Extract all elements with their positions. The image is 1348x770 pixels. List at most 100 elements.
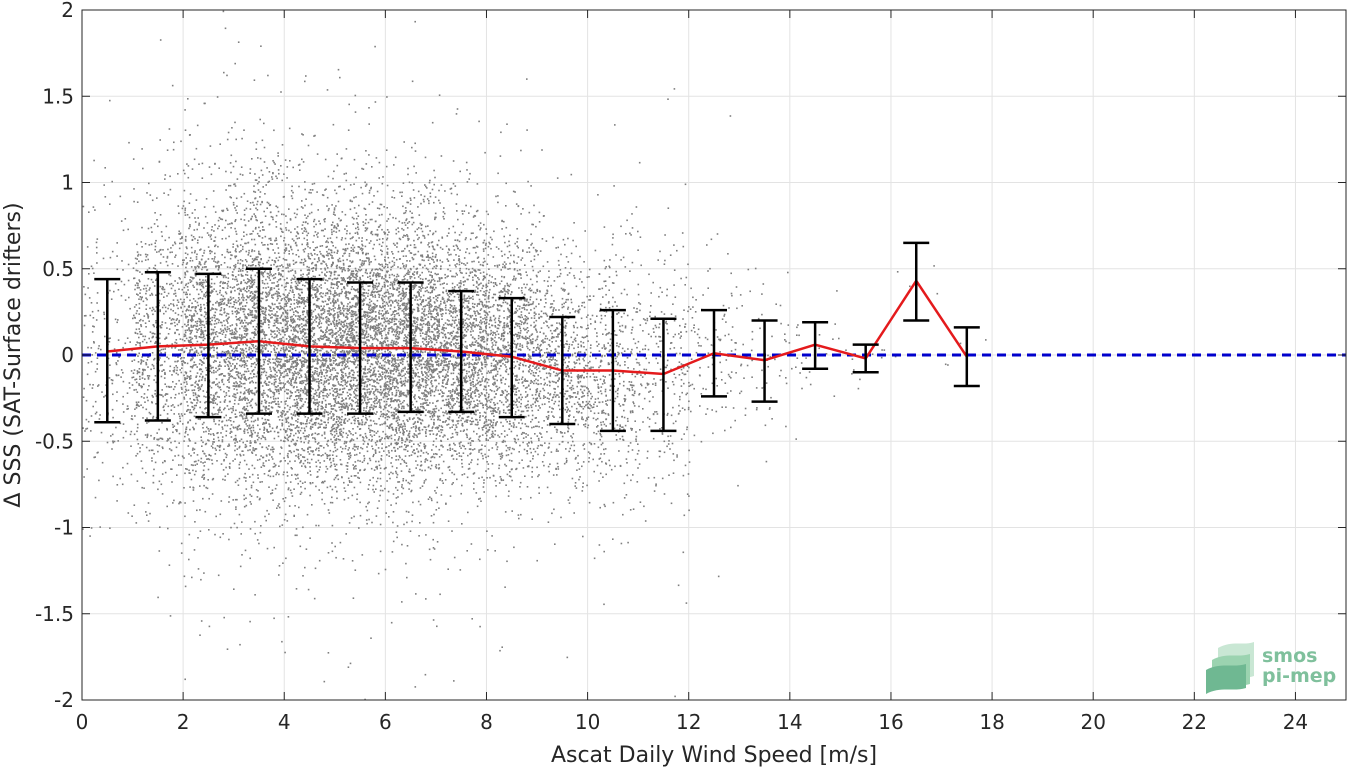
scatter-point xyxy=(205,266,207,268)
scatter-point xyxy=(204,477,206,479)
scatter-point xyxy=(270,334,272,336)
scatter-point xyxy=(151,231,153,233)
scatter-point xyxy=(257,474,259,476)
scatter-point xyxy=(228,387,230,389)
scatter-point xyxy=(252,264,254,266)
scatter-point xyxy=(244,214,246,216)
scatter-point xyxy=(96,252,98,254)
scatter-point xyxy=(136,244,138,246)
scatter-point xyxy=(280,279,282,281)
scatter-point xyxy=(221,356,223,358)
scatter-point xyxy=(222,426,224,428)
scatter-point xyxy=(186,381,188,383)
scatter-point xyxy=(211,290,213,292)
scatter-point xyxy=(247,278,249,280)
scatter-point xyxy=(229,363,231,365)
scatter-point xyxy=(214,315,216,317)
scatter-point xyxy=(279,338,281,340)
scatter-point xyxy=(174,290,176,292)
scatter-point xyxy=(232,246,234,248)
scatter-point xyxy=(282,319,284,321)
scatter-point xyxy=(271,313,273,315)
scatter-point xyxy=(215,448,217,450)
scatter-point xyxy=(262,292,264,294)
scatter-point xyxy=(192,349,194,351)
scatter-point xyxy=(167,149,169,151)
scatter-point xyxy=(217,294,219,296)
scatter-point xyxy=(245,477,247,479)
scatter-point xyxy=(220,432,222,434)
scatter-point xyxy=(190,276,192,278)
scatter-point xyxy=(270,476,272,478)
scatter-point xyxy=(93,341,95,343)
scatter-point xyxy=(230,303,232,305)
scatter-point xyxy=(234,331,236,333)
scatter-point xyxy=(251,158,253,160)
scatter-point xyxy=(235,251,237,253)
scatter-point xyxy=(249,621,251,623)
scatter-point xyxy=(272,173,274,175)
scatter-point xyxy=(284,259,286,261)
scatter-point xyxy=(282,313,284,315)
scatter-point xyxy=(265,439,267,441)
scatter-point xyxy=(243,336,245,338)
scatter-point xyxy=(181,367,183,369)
scatter-point xyxy=(204,380,206,382)
scatter-point xyxy=(227,285,229,287)
scatter-point xyxy=(251,487,253,489)
scatter-point xyxy=(260,222,262,224)
scatter-point xyxy=(199,346,201,348)
scatter-point xyxy=(262,186,264,188)
scatter-point xyxy=(109,203,111,205)
scatter-point xyxy=(160,365,162,367)
scatter-point xyxy=(136,270,138,272)
scatter-point xyxy=(231,424,233,426)
scatter-point xyxy=(240,250,242,252)
scatter-point xyxy=(236,527,238,529)
scatter-point xyxy=(238,312,240,314)
scatter-point xyxy=(116,255,118,257)
scatter-point xyxy=(185,428,187,430)
scatter-point xyxy=(258,181,260,183)
scatter-point xyxy=(246,390,248,392)
scatter-point xyxy=(279,507,281,509)
scatter-point xyxy=(248,254,250,256)
scatter-point xyxy=(165,472,167,474)
scatter-point xyxy=(147,435,149,437)
scatter-point xyxy=(112,417,114,419)
scatter-point xyxy=(235,508,237,510)
scatter-point xyxy=(213,382,215,384)
scatter-point xyxy=(270,431,272,433)
scatter-point xyxy=(201,445,203,447)
scatter-point xyxy=(269,257,271,259)
scatter-point xyxy=(159,139,161,141)
scatter-point xyxy=(136,407,138,409)
scatter-point xyxy=(277,398,279,400)
scatter-point xyxy=(133,267,135,269)
scatter-point xyxy=(210,394,212,396)
scatter-point xyxy=(226,305,228,307)
scatter-point xyxy=(223,375,225,377)
scatter-point xyxy=(203,287,205,289)
scatter-point xyxy=(213,398,215,400)
scatter-point xyxy=(213,419,215,421)
scatter-point xyxy=(134,369,136,371)
scatter-point xyxy=(194,474,196,476)
scatter-point xyxy=(252,399,254,401)
scatter-point xyxy=(264,271,266,273)
scatter-point xyxy=(183,292,185,294)
scatter-point xyxy=(282,144,284,146)
scatter-point xyxy=(215,423,217,425)
scatter-point xyxy=(179,418,181,420)
scatter-point xyxy=(152,396,154,398)
scatter-point xyxy=(204,311,206,313)
scatter-point xyxy=(242,260,244,262)
scatter-point xyxy=(248,314,250,316)
scatter-point xyxy=(165,352,167,354)
scatter-point xyxy=(283,349,285,351)
scatter-point xyxy=(194,386,196,388)
scatter-point xyxy=(216,378,218,380)
scatter-point xyxy=(183,262,185,264)
scatter-point xyxy=(264,244,266,246)
scatter-point xyxy=(256,220,258,222)
